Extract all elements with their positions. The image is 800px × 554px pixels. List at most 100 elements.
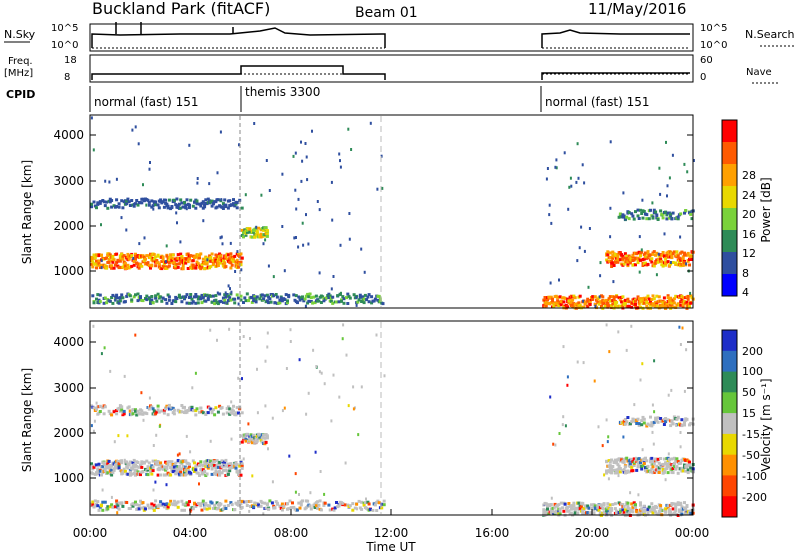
velocity-cell-1462 — [625, 420, 629, 424]
power-cell-1097 — [608, 295, 612, 299]
power-cell-1622 — [236, 250, 239, 254]
velocity-cell-1321 — [642, 462, 646, 465]
velocity-cell-777 — [319, 508, 323, 512]
power-cell-1113 — [615, 300, 619, 304]
velocity-cell-240 — [183, 471, 186, 475]
power-cell-1742 — [145, 203, 148, 207]
power-cell-813 — [322, 299, 326, 303]
velocity-cell-1551 — [607, 435, 610, 439]
power-cell-1254 — [677, 296, 681, 299]
power-cell-206 — [167, 261, 171, 265]
power-cell-866 — [373, 297, 377, 301]
power-cell-1574 — [676, 217, 680, 221]
velocity-cell-457 — [152, 409, 156, 413]
velocity-cell-1463 — [626, 416, 630, 419]
velocity-cell-1466 — [628, 422, 632, 425]
power-cell-232 — [179, 252, 183, 256]
velocity-cell-683 — [226, 504, 230, 507]
power-cell-1684 — [304, 304, 307, 308]
xtick-label-0400: 04:00 — [173, 526, 208, 540]
velocity-cell-1632 — [152, 444, 155, 447]
velocity-cell-1337 — [649, 460, 652, 464]
nave-tick-lo: 0 — [700, 72, 706, 83]
velocity-cell-1607 — [242, 457, 245, 461]
velocity-cell-808 — [360, 500, 364, 504]
power-cell-730 — [247, 299, 250, 303]
power-cell-823 — [329, 299, 333, 303]
power-cell-84 — [122, 254, 126, 258]
velocity-cell-16 — [97, 462, 101, 466]
velocity-cell-194 — [166, 463, 170, 467]
power-cell-1691 — [330, 180, 333, 184]
velocity-cell-1328 — [645, 459, 649, 463]
power-cell-1736 — [215, 198, 218, 202]
velocity-cell-1683 — [170, 502, 173, 506]
power-cell-1610 — [294, 151, 297, 155]
velocity-cell-1678 — [352, 407, 355, 411]
power-cell-1531 — [637, 217, 641, 220]
velocity-cell-1501 — [664, 417, 668, 420]
power-cell-422 — [110, 205, 114, 209]
power-cell-716 — [228, 296, 232, 300]
power-cell-222 — [174, 266, 178, 270]
power-cell-228 — [176, 265, 180, 269]
power-cell-1047 — [583, 302, 587, 306]
velocity-cell-352 — [223, 460, 227, 464]
velocity-cell-1603 — [679, 343, 682, 346]
velocity-cell-1424 — [681, 467, 685, 471]
velocity-cell-817 — [367, 502, 371, 506]
velocity-cell-685 — [230, 503, 234, 507]
power-cell-749 — [263, 294, 267, 298]
power-cell-1123 — [618, 298, 622, 302]
velocity-cell-1431 — [684, 469, 688, 473]
velocity-cell-753 — [297, 501, 301, 505]
power-cell-82 — [121, 257, 125, 261]
velocity-cell-1097 — [631, 510, 635, 514]
freq-trace — [91, 65, 690, 80]
power-cell-618 — [141, 299, 145, 303]
power-cell-899 — [250, 235, 254, 239]
velocity-cell-329 — [215, 459, 219, 463]
power-cell-1509 — [690, 258, 694, 261]
velocity-cell-1663 — [178, 452, 181, 456]
date-title: 11/May/2016 — [588, 0, 686, 18]
velocity-cell-87 — [123, 469, 127, 473]
power-cell-721 — [233, 301, 237, 305]
velocity-cell-530 — [232, 409, 235, 413]
power-cell-1364 — [634, 263, 637, 267]
power-cell-208 — [169, 253, 173, 257]
velocity-cell-121 — [136, 461, 140, 464]
velocity-cell-450 — [147, 406, 151, 409]
velocity-cell-640 — [185, 501, 189, 505]
velocity-cell-1230 — [607, 459, 611, 463]
velocity-cell-632 — [176, 505, 180, 509]
power-cell-1710 — [641, 198, 644, 202]
power-cell-707 — [223, 298, 227, 302]
power-cell-865 — [372, 299, 376, 303]
power-colorbar — [722, 120, 737, 297]
velocity-cell-1649 — [128, 409, 131, 413]
power-cell-421 — [110, 199, 114, 202]
velocity-cell-1359 — [657, 461, 661, 465]
power-cell-10 — [93, 262, 97, 266]
power-cell-760 — [272, 294, 276, 298]
power-cell-621 — [145, 298, 149, 302]
velocity-cell-43 — [106, 471, 110, 475]
velocity-cell-600 — [146, 503, 150, 507]
velocity-cell-275 — [196, 471, 200, 475]
power-cell-254 — [186, 260, 190, 264]
velocity-cell-1613 — [323, 382, 326, 386]
power-cell-23 — [97, 254, 101, 257]
power-cell-1692 — [196, 177, 199, 180]
power-cell-1655 — [622, 191, 625, 195]
power-cell-471 — [161, 200, 165, 204]
power-cell-1735 — [563, 151, 566, 155]
velocity-cell-1108 — [637, 511, 641, 515]
power-cell-570 — [92, 301, 96, 305]
velocity-cell-1134 — [650, 502, 654, 506]
power-cell-1375 — [639, 254, 642, 258]
power-cell-1050 — [586, 297, 590, 301]
power-cell-71 — [118, 254, 122, 258]
velocity-cell-725 — [268, 499, 272, 503]
power-cell-1024 — [572, 294, 576, 298]
